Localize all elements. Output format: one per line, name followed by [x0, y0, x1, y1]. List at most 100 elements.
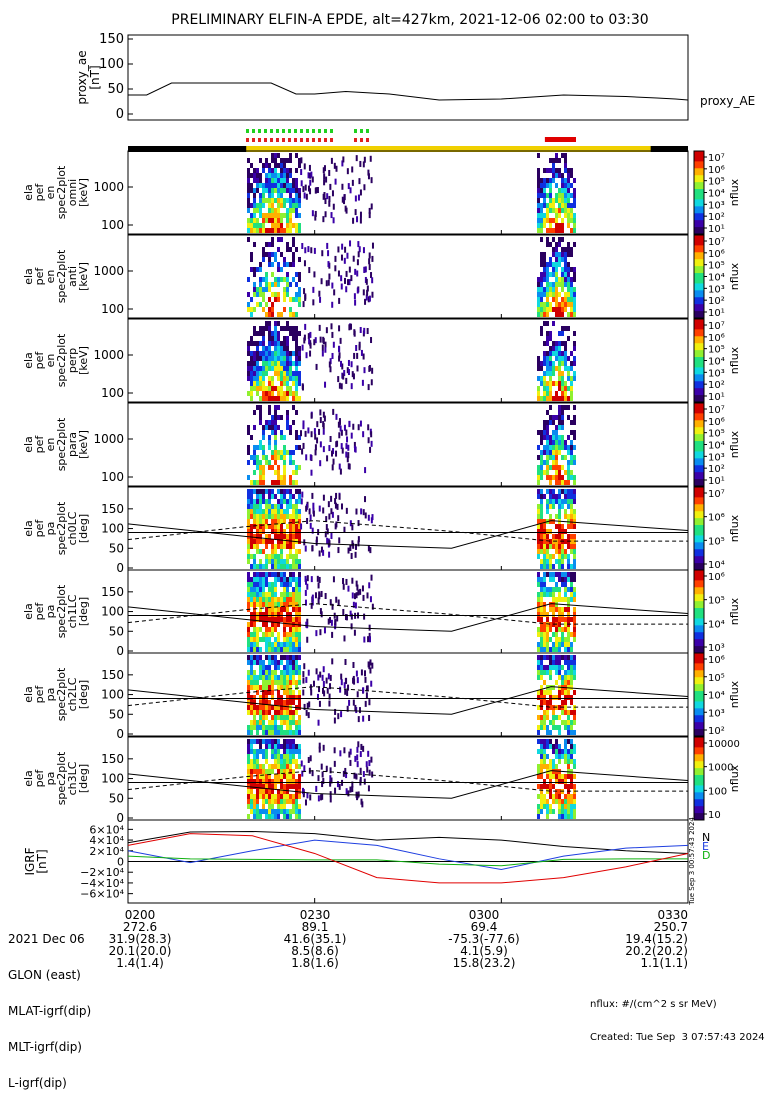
- heatmap-cell: [564, 814, 567, 819]
- igrf-legend-entry: N: [702, 831, 710, 844]
- heatmap-cell: [552, 632, 555, 637]
- heatmap-cell: [283, 764, 286, 769]
- heatmap-cell: [271, 602, 274, 607]
- heatmap-cell: [268, 321, 271, 326]
- heatmap-cell: [546, 725, 549, 730]
- heatmap-cell: [259, 262, 262, 267]
- heatmap-cell: [540, 292, 543, 297]
- heatmap-cell: [540, 494, 543, 499]
- heatmap-cell: [564, 774, 567, 779]
- heatmap-cell: [280, 386, 283, 391]
- heatmap-cell: [549, 331, 552, 336]
- heatmap-cell: [350, 361, 353, 368]
- heatmap-cell: [552, 455, 555, 460]
- heatmap-cell: [323, 165, 326, 172]
- heatmap-cell: [250, 381, 253, 386]
- heatmap-cell: [537, 356, 540, 361]
- heatmap-cell: [247, 597, 250, 602]
- heatmap-cell: [558, 371, 561, 376]
- heatmap-cell: [555, 549, 558, 554]
- heatmap-cell: [370, 203, 373, 210]
- heatmap-cell: [265, 784, 268, 789]
- heatmap-cell: [314, 433, 317, 440]
- y-tick-label: 100: [101, 470, 124, 484]
- heatmap-cell: [262, 799, 265, 804]
- heatmap-cell: [561, 386, 564, 391]
- panel-ylabel: elapefpaspec2plotch3LC[deg]: [22, 751, 90, 805]
- heatmap-cell: [274, 519, 277, 524]
- heatmap-cell: [362, 509, 365, 516]
- colorbar-step: [694, 740, 704, 745]
- heatmap-cell: [274, 582, 277, 587]
- heatmap-cell: [567, 366, 570, 371]
- heatmap-cell: [555, 582, 558, 587]
- colorbar-step: [694, 300, 704, 305]
- zone-dot-green: [294, 129, 297, 133]
- heatmap-cell: [564, 597, 567, 602]
- heatmap-cell: [265, 524, 268, 529]
- heatmap-cell: [277, 632, 280, 637]
- heatmap-cell: [368, 624, 371, 631]
- heatmap-cell: [283, 494, 286, 499]
- heatmap-cell: [247, 685, 250, 690]
- heatmap-cell: [292, 494, 295, 499]
- heatmap-cell: [298, 361, 301, 366]
- heatmap-cell: [250, 494, 253, 499]
- heatmap-cell: [549, 637, 552, 642]
- heatmap-cell: [253, 754, 256, 759]
- colorbar-step: [694, 370, 704, 375]
- heatmap-cell: [247, 307, 250, 312]
- heatmap-cell: [271, 430, 274, 435]
- heatmap-cell: [371, 242, 374, 249]
- colorbar-tick-label: 10¹: [708, 224, 725, 235]
- heatmap-cell: [366, 328, 369, 335]
- y-tick-label: 100: [101, 218, 124, 232]
- panel-ylabel-line: ela: [22, 352, 35, 369]
- heatmap-cell: [295, 228, 298, 233]
- heatmap-cell: [283, 455, 286, 460]
- heatmap-cell: [345, 451, 348, 458]
- heatmap-cell: [292, 509, 295, 514]
- heatmap-cell: [549, 272, 552, 277]
- heatmap-cell: [558, 577, 561, 582]
- heatmap-cell: [298, 582, 301, 587]
- heatmap-cell: [552, 297, 555, 302]
- colorbar-step: [694, 684, 704, 689]
- heatmap-cell: [303, 260, 306, 267]
- heatmap-cell: [292, 554, 295, 559]
- heatmap-cell: [280, 754, 283, 759]
- colorbar-step: [694, 521, 704, 526]
- heatmap-cell: [268, 168, 271, 173]
- heatmap-cell: [552, 489, 555, 494]
- heatmap-cell: [546, 587, 549, 592]
- heatmap-cell: [298, 774, 301, 779]
- heatmap-cell: [549, 592, 552, 597]
- colorbar-step: [694, 694, 704, 699]
- colorbar-step: [694, 525, 704, 529]
- heatmap-cell: [295, 710, 298, 715]
- heatmap-cell: [289, 725, 292, 730]
- footer-value: 1.1(1.1): [640, 956, 688, 970]
- heatmap-cell: [247, 587, 250, 592]
- spectrogram-panel: 150100500elapefpaspec2plotch1LC[deg]10⁶1…: [22, 569, 741, 658]
- heatmap-cell: [552, 262, 555, 267]
- heatmap-cell: [298, 188, 301, 193]
- heatmap-cell: [268, 282, 271, 287]
- heatmap-cell: [366, 685, 369, 692]
- heatmap-cell: [549, 351, 552, 356]
- colorbar-tick-label: 10⁶: [708, 249, 725, 260]
- heatmap-cell: [573, 376, 576, 381]
- heatmap-cell: [253, 223, 256, 228]
- heatmap-cell: [277, 769, 280, 774]
- heatmap-cell: [540, 534, 543, 539]
- heatmap-cell: [286, 665, 289, 670]
- heatmap-cell: [352, 255, 355, 262]
- heatmap-cell: [537, 376, 540, 381]
- heatmap-cell: [277, 465, 280, 470]
- heatmap-cell: [555, 351, 558, 356]
- heatmap-cell: [253, 445, 256, 450]
- heatmap-cell: [546, 420, 549, 425]
- heatmap-cell: [555, 228, 558, 233]
- heatmap-cell: [370, 431, 373, 438]
- heatmap-cell: [352, 661, 355, 668]
